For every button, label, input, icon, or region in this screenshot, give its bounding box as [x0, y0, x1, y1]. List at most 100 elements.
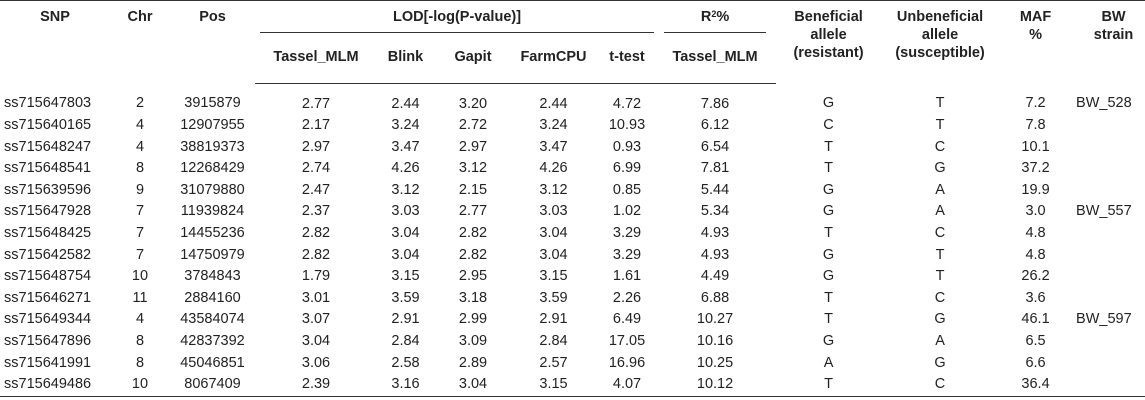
- cell-farmcpu: 2.84: [539, 333, 568, 350]
- cell-maf: 36.4: [999, 374, 1073, 397]
- cell-r2: 10.16: [696, 333, 734, 350]
- cell-farmcpu: 2.57: [539, 354, 568, 371]
- cell-r2: 6.54: [700, 138, 730, 155]
- header-r2-cell: R2%: [664, 0, 767, 42]
- cell-r2: 4.49: [700, 268, 730, 285]
- cell-farmcpu: 3.24: [539, 117, 568, 134]
- cell-unbeneficial-allele: T: [935, 117, 945, 134]
- cell-farmcpu: 3.15: [539, 268, 568, 285]
- cell-snp: ss715647803: [4, 95, 92, 112]
- cell-gapit: 2.15: [458, 181, 488, 198]
- cell-pos: 14455236: [180, 225, 245, 242]
- table-row: ss715647928 7 11939824 2.37 3.03 2.77 3.03 1.02…: [0, 201, 1145, 223]
- cell-spacer: [766, 353, 776, 375]
- cell-r2: 4.93: [700, 225, 730, 242]
- cell-blink: 3.03: [391, 203, 420, 220]
- cell-spacer: [654, 115, 664, 137]
- cell-chr: 8: [135, 333, 145, 350]
- cell-maf: 3.0: [1025, 203, 1046, 220]
- cell-farmcpu: 3.03: [539, 203, 568, 220]
- cell-gapit: 3.18: [458, 289, 488, 306]
- cell-tassel-mlm: 2.17: [301, 117, 331, 134]
- cell-chr: 4: [135, 117, 145, 134]
- cell-pos: 31079880: [180, 181, 245, 198]
- cell-unbeneficial-allele: A: [935, 203, 945, 220]
- header-farmcpu: FarmCPU: [507, 42, 600, 84]
- table-body: ss715647803 2 3915879 2.77 2.44 3.20 2.44 4.72 7…: [0, 83, 1145, 397]
- cell-snp: ss715642582: [4, 246, 92, 263]
- cell-chr: 7: [135, 246, 145, 263]
- cell-bw-strain: [1072, 288, 1145, 310]
- header-spacer: [654, 42, 665, 84]
- cell-farmcpu: 3.59: [539, 289, 568, 306]
- cell-farmcpu: 3.47: [539, 138, 568, 155]
- cell-tassel-mlm: 3.06: [301, 354, 331, 371]
- cell-gapit: 2.77: [458, 203, 488, 220]
- cell-blink: 2.44: [391, 95, 420, 112]
- cell-maf: 37.2: [1021, 160, 1050, 177]
- cell-beneficial-allele: G: [822, 95, 835, 112]
- cell-r2: 5.34: [700, 203, 730, 220]
- cell-ttest: 4.72: [612, 95, 642, 112]
- cell-spacer: [766, 137, 776, 159]
- cell-chr: 4: [135, 138, 145, 155]
- cell-farmcpu: 4.26: [539, 160, 568, 177]
- cell-bw-strain: [1072, 115, 1145, 137]
- header-spacer: [654, 0, 665, 42]
- table-row: ss715639596 9 31079880 2.47 3.12 2.15 3.12 0.85…: [0, 180, 1145, 202]
- cell-maf: 3.6: [1025, 289, 1046, 306]
- cell-spacer: [654, 266, 664, 288]
- cell-blink: 3.24: [391, 117, 420, 134]
- cell-beneficial-allele: G: [822, 181, 835, 198]
- cell-farmcpu: 3.04: [539, 246, 568, 263]
- cell-pos: 42837392: [180, 333, 245, 350]
- cell-spacer: [766, 223, 776, 245]
- header-maf: MAF %: [999, 0, 1073, 83]
- cell-blink: 3.47: [391, 138, 420, 155]
- header-beneficial: Beneficial allele (resistant): [776, 0, 882, 83]
- cell-unbeneficial-allele: G: [934, 354, 946, 371]
- cell-spacer: [766, 309, 776, 331]
- cell-spacer: [654, 158, 664, 180]
- cell-spacer: [654, 309, 664, 331]
- cell-maf: 26.2: [1021, 268, 1050, 285]
- cell-gapit: 2.72: [458, 117, 488, 134]
- cell-spacer: [654, 288, 664, 310]
- cell-spacer: [766, 180, 776, 202]
- cell-r2: 5.44: [700, 181, 730, 198]
- header-spacer: [766, 42, 777, 84]
- cell-pos: 43584074: [180, 311, 245, 328]
- cell-snp: ss715647928: [4, 203, 92, 220]
- cell-farmcpu: 2.44: [539, 95, 568, 112]
- cell-r2: 7.81: [700, 160, 730, 177]
- cell-unbeneficial-allele: A: [935, 181, 945, 198]
- cell-pos: 3915879: [184, 95, 241, 112]
- cell-ttest: 16.96: [608, 354, 646, 371]
- cell-tassel-mlm: 2.97: [301, 138, 331, 155]
- cell-gapit: 2.82: [458, 225, 488, 242]
- cell-beneficial-allele: T: [824, 160, 833, 177]
- cell-snp: ss715641991: [4, 354, 92, 371]
- header-lod-group: LOD[-log(P-value)]: [260, 8, 655, 33]
- header-chr: Chr: [110, 0, 170, 83]
- cell-bw-strain: [1072, 223, 1145, 245]
- cell-pos: 38819373: [180, 138, 245, 155]
- cell-tassel-mlm: 2.47: [301, 181, 331, 198]
- cell-tassel-mlm: 3.04: [301, 333, 331, 350]
- cell-ttest: 2.26: [612, 289, 642, 306]
- cell-maf: 10.1: [1021, 138, 1050, 155]
- cell-chr: 10: [110, 374, 170, 397]
- cell-bw-strain: BW_528: [1076, 95, 1132, 112]
- cell-gapit: 2.97: [458, 138, 488, 155]
- cell-ttest: 0.85: [612, 181, 642, 198]
- cell-tassel-mlm: 3.01: [301, 289, 331, 306]
- cell-tassel-mlm: 2.82: [301, 246, 331, 263]
- cell-gapit: 3.04: [439, 374, 507, 397]
- cell-spacer: [766, 374, 777, 397]
- cell-farmcpu: 3.15: [507, 374, 600, 397]
- cell-snp: ss715648541: [4, 160, 92, 177]
- cell-tassel-mlm: 2.82: [301, 225, 331, 242]
- table-row: ss715648425 7 14455236 2.82 3.04 2.82 3.04 3.29…: [0, 223, 1145, 245]
- table-row: ss715648247 4 38819373 2.97 3.47 2.97 3.47 0.93…: [0, 137, 1145, 159]
